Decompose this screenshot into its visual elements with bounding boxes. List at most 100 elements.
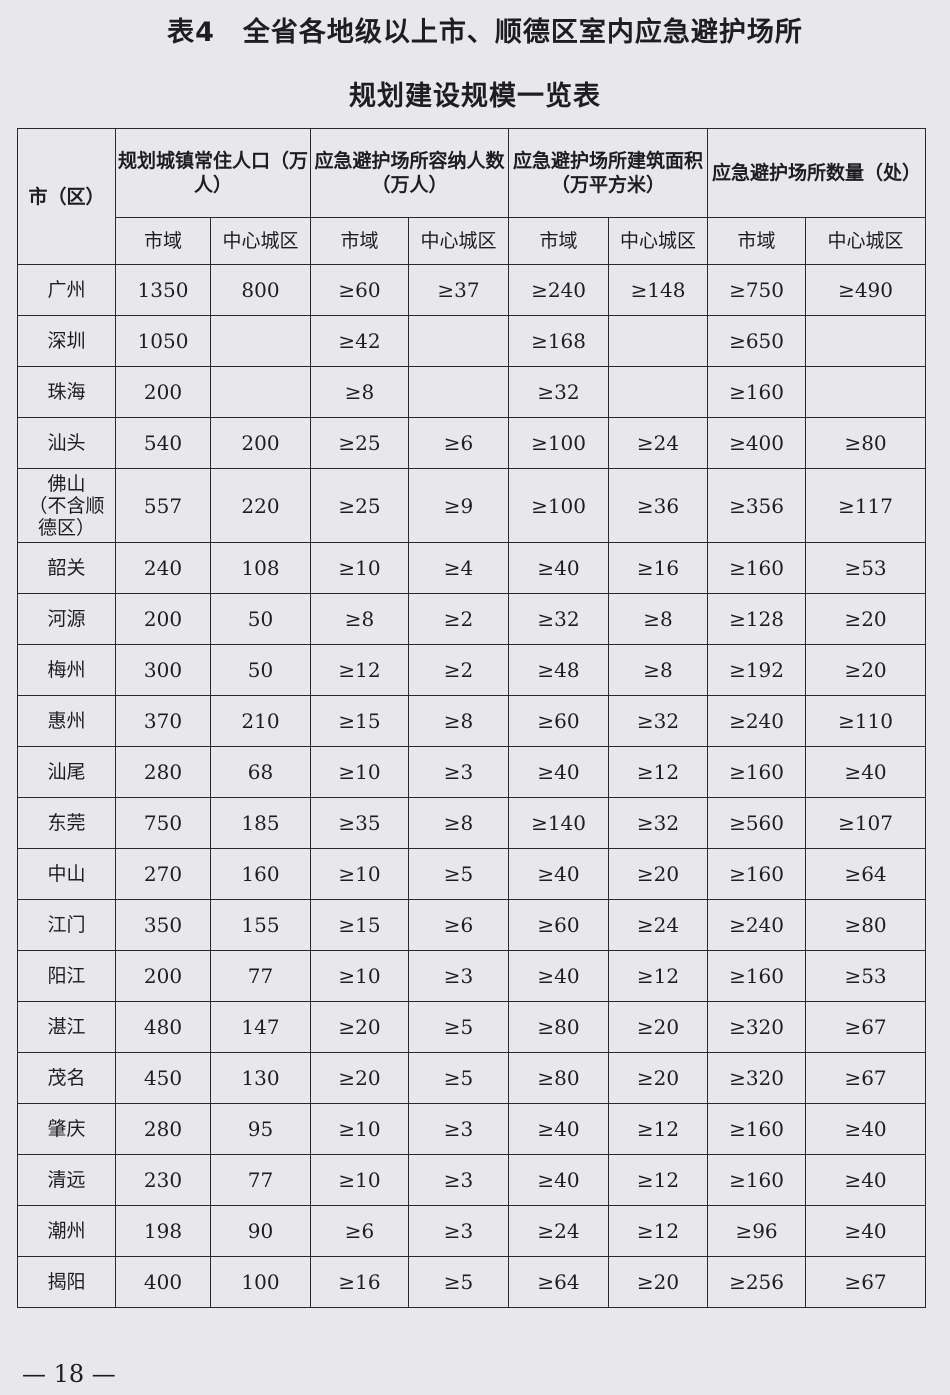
value-cell: ≥12 bbox=[608, 950, 709, 1002]
value-cell bbox=[805, 366, 927, 418]
city-cell: 湛江 bbox=[17, 1001, 116, 1053]
value-cell: ≥6 bbox=[310, 1205, 410, 1257]
table-row: 珠海 200 ≥8 ≥32 ≥160 bbox=[17, 366, 927, 418]
value-cell: ≥12 bbox=[608, 1103, 709, 1155]
value-cell: 130 bbox=[209, 1052, 312, 1104]
group-header: 应急避护场所建筑面积（万平方米） bbox=[508, 128, 709, 218]
table-row: 河源 200 50 ≥8 ≥2 ≥32 ≥8 ≥128 ≥20 bbox=[17, 593, 927, 645]
value-cell: ≥160 bbox=[707, 848, 807, 900]
value-cell: ≥160 bbox=[707, 746, 807, 798]
city-cell: 东莞 bbox=[17, 797, 116, 849]
value-cell: ≥6 bbox=[408, 417, 510, 469]
value-cell: 450 bbox=[115, 1052, 211, 1104]
value-cell: ≥67 bbox=[805, 1001, 927, 1053]
value-cell: ≥168 bbox=[508, 315, 610, 367]
table-row: 韶关 240 108 ≥10 ≥4 ≥40 ≥16 ≥160 ≥53 bbox=[17, 542, 927, 594]
value-cell: ≥100 bbox=[508, 468, 610, 543]
value-cell: ≥60 bbox=[508, 899, 610, 951]
subheader: 市域 bbox=[310, 217, 410, 265]
value-cell: 750 bbox=[115, 797, 211, 849]
value-cell: ≥40 bbox=[805, 1154, 927, 1206]
city-cell: 茂名 bbox=[17, 1052, 116, 1104]
value-cell: ≥42 bbox=[310, 315, 410, 367]
value-cell: ≥20 bbox=[608, 1256, 709, 1308]
value-cell: 480 bbox=[115, 1001, 211, 1053]
value-cell: 370 bbox=[115, 695, 211, 747]
value-cell: 300 bbox=[115, 644, 211, 696]
table-row: 揭阳 400 100 ≥16 ≥5 ≥64 ≥20 ≥256 ≥67 bbox=[17, 1256, 927, 1308]
value-cell: 77 bbox=[209, 950, 312, 1002]
value-cell: ≥37 bbox=[408, 264, 510, 316]
value-cell: ≥117 bbox=[805, 468, 927, 543]
value-cell: ≥240 bbox=[508, 264, 610, 316]
value-cell: 68 bbox=[209, 746, 312, 798]
value-cell: ≥20 bbox=[805, 644, 927, 696]
value-cell: ≥60 bbox=[310, 264, 410, 316]
value-cell: ≥24 bbox=[508, 1205, 610, 1257]
value-cell bbox=[209, 366, 312, 418]
value-cell: ≥25 bbox=[310, 468, 410, 543]
value-cell bbox=[408, 366, 510, 418]
value-cell bbox=[209, 315, 312, 367]
city-cell: 韶关 bbox=[17, 542, 116, 594]
value-cell: ≥5 bbox=[408, 1256, 510, 1308]
table-title: 表4 全省各地级以上市、顺德区室内应急避护场所 bbox=[167, 17, 803, 48]
value-cell: ≥5 bbox=[408, 848, 510, 900]
value-cell: 270 bbox=[115, 848, 211, 900]
subheader: 市域 bbox=[115, 217, 211, 265]
value-cell: 200 bbox=[209, 417, 312, 469]
value-cell: ≥356 bbox=[707, 468, 807, 543]
value-cell: ≥12 bbox=[608, 1205, 709, 1257]
value-cell: ≥2 bbox=[408, 644, 510, 696]
value-cell bbox=[608, 315, 709, 367]
page-number: — 18 — bbox=[22, 1360, 116, 1388]
table-row: 广州 1350 800 ≥60 ≥37 ≥240 ≥148 ≥750 ≥490 bbox=[17, 264, 927, 316]
value-cell: ≥64 bbox=[805, 848, 927, 900]
value-cell: 155 bbox=[209, 899, 312, 951]
value-cell: ≥8 bbox=[310, 366, 410, 418]
value-cell: ≥60 bbox=[508, 695, 610, 747]
value-cell: 50 bbox=[209, 644, 312, 696]
table-row: 肇庆 280 95 ≥10 ≥3 ≥40 ≥12 ≥160 ≥40 bbox=[17, 1103, 927, 1155]
value-cell: ≥107 bbox=[805, 797, 927, 849]
value-cell: ≥400 bbox=[707, 417, 807, 469]
value-cell: 220 bbox=[209, 468, 312, 543]
value-cell: 280 bbox=[115, 1103, 211, 1155]
value-cell: 800 bbox=[209, 264, 312, 316]
city-header: 市（区） bbox=[17, 128, 116, 265]
value-cell: ≥128 bbox=[707, 593, 807, 645]
city-cell: 汕头 bbox=[17, 417, 116, 469]
group-header: 应急避护场所数量（处） bbox=[707, 128, 927, 218]
group-header: 应急避护场所容纳人数（万人） bbox=[310, 128, 510, 218]
value-cell: ≥256 bbox=[707, 1256, 807, 1308]
value-cell: ≥40 bbox=[805, 1103, 927, 1155]
value-cell: ≥160 bbox=[707, 366, 807, 418]
value-cell: ≥3 bbox=[408, 1103, 510, 1155]
value-cell: ≥160 bbox=[707, 1103, 807, 1155]
city-cell: 佛山 （不含顺 德区） bbox=[17, 468, 116, 543]
value-cell: ≥40 bbox=[508, 1154, 610, 1206]
value-cell: 350 bbox=[115, 899, 211, 951]
city-cell: 揭阳 bbox=[17, 1256, 116, 1308]
value-cell: ≥32 bbox=[608, 695, 709, 747]
table-row: 阳江 200 77 ≥10 ≥3 ≥40 ≥12 ≥160 ≥53 bbox=[17, 950, 927, 1002]
value-cell: ≥10 bbox=[310, 1103, 410, 1155]
value-cell: ≥24 bbox=[608, 899, 709, 951]
city-cell: 广州 bbox=[17, 264, 116, 316]
value-cell: ≥320 bbox=[707, 1052, 807, 1104]
subheader: 市域 bbox=[508, 217, 610, 265]
value-cell: 280 bbox=[115, 746, 211, 798]
value-cell: ≥40 bbox=[508, 542, 610, 594]
table-row: 江门 350 155 ≥15 ≥6 ≥60 ≥24 ≥240 ≥80 bbox=[17, 899, 927, 951]
value-cell: ≥6 bbox=[408, 899, 510, 951]
city-cell: 中山 bbox=[17, 848, 116, 900]
value-cell: ≥320 bbox=[707, 1001, 807, 1053]
value-cell: ≥20 bbox=[310, 1052, 410, 1104]
value-cell: ≥24 bbox=[608, 417, 709, 469]
value-cell: ≥64 bbox=[508, 1256, 610, 1308]
value-cell: 100 bbox=[209, 1256, 312, 1308]
value-cell: ≥8 bbox=[608, 593, 709, 645]
value-cell: ≥80 bbox=[508, 1052, 610, 1104]
value-cell: ≥3 bbox=[408, 746, 510, 798]
value-cell: ≥192 bbox=[707, 644, 807, 696]
